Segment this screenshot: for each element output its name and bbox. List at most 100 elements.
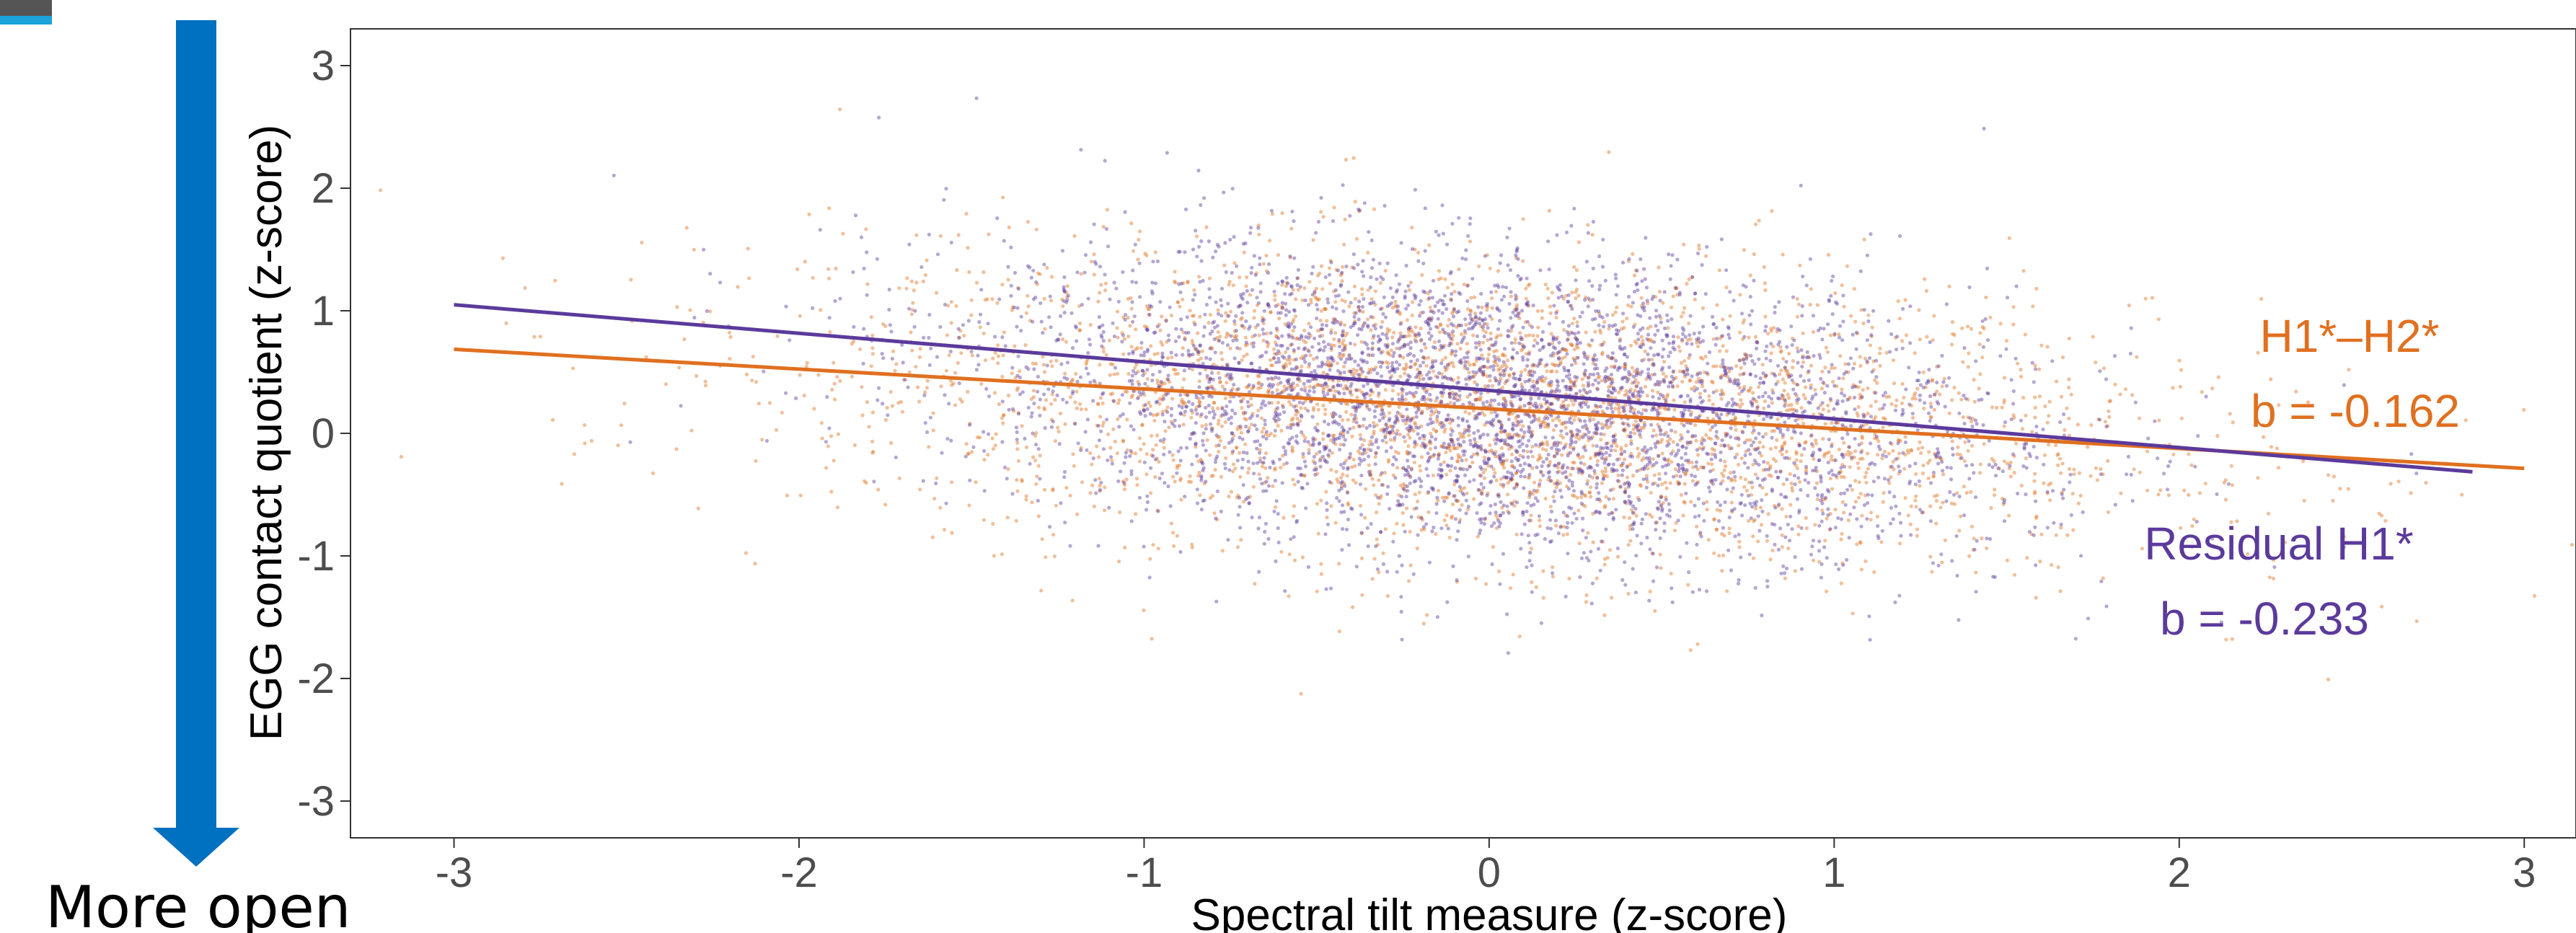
h1h2-point <box>1370 477 1375 481</box>
h1h2-point <box>1444 472 1449 477</box>
h1h2-point <box>1960 326 1964 330</box>
h1h2-point <box>1383 527 1388 531</box>
h1h2-point <box>1196 397 1201 401</box>
residual-h1-point <box>1423 290 1427 294</box>
h1h2-point <box>871 449 875 454</box>
h1h2-point <box>1721 474 1726 479</box>
residual-h1-point <box>1972 547 1977 552</box>
h1h2-point <box>1615 305 1619 309</box>
h1h2-point <box>1487 353 1491 357</box>
h1h2-point <box>1390 306 1395 310</box>
h1h2-point <box>1282 516 1286 520</box>
h1h2-point <box>1639 335 1644 339</box>
residual-h1-point <box>1442 293 1447 298</box>
h1h2-point <box>1245 342 1249 347</box>
h1h2-point <box>1374 493 1378 498</box>
h1h2-point <box>2377 511 2381 516</box>
residual-h1-point <box>1009 245 1013 249</box>
residual-h1-point <box>929 346 933 350</box>
h1h2-point <box>953 371 958 375</box>
h1h2-point <box>1679 361 1683 366</box>
residual-h1-point <box>1819 376 1823 381</box>
h1h2-point <box>2107 399 2112 404</box>
h1h2-point <box>1980 324 1985 330</box>
h1h2-point <box>2383 518 2388 523</box>
h1h2-point <box>2261 423 2266 428</box>
h1h2-point <box>1768 447 1773 451</box>
residual-h1-point <box>1569 363 1574 367</box>
residual-h1-point <box>1883 391 1887 395</box>
residual-h1-point <box>1372 415 1377 419</box>
h1h2-point <box>1330 412 1334 416</box>
h1h2-point <box>1420 273 1424 278</box>
residual-h1-point <box>1283 449 1287 454</box>
h1h2-point <box>1219 350 1224 355</box>
residual-h1-point <box>1881 453 1885 457</box>
h1h2-point <box>1527 333 1532 337</box>
h1h2-point <box>1795 314 1799 319</box>
h1h2-point <box>1665 394 1669 399</box>
h1h2-point <box>1610 596 1614 600</box>
h1h2-point <box>1930 570 1934 574</box>
residual-h1-point <box>1975 422 1979 426</box>
residual-h1-point <box>1251 341 1256 345</box>
residual-h1-point <box>1935 380 1939 385</box>
h1h2-point <box>885 406 889 410</box>
h1h2-point <box>2269 445 2274 449</box>
h1h2-point <box>1804 385 1808 389</box>
h1h2-point <box>1613 310 1618 314</box>
h1h2-point <box>1491 467 1496 472</box>
h1h2-point <box>1494 513 1499 518</box>
h1h2-point <box>1572 347 1576 352</box>
h1h2-point <box>795 267 800 271</box>
h1h2-point <box>1718 508 1723 513</box>
h1h2-point <box>1309 301 1313 305</box>
residual-h1-point <box>1635 384 1639 389</box>
h1h2-point <box>1235 388 1239 392</box>
h1h2-point <box>1554 523 1558 528</box>
h1h2-point <box>1444 513 1449 518</box>
h1h2-point <box>1126 297 1130 301</box>
h1h2-point <box>1000 552 1004 557</box>
h1h2-point <box>1324 490 1328 494</box>
residual-h1-point <box>1556 296 1561 300</box>
more-open-arrow <box>153 20 239 867</box>
h1h2-point <box>1801 360 1805 364</box>
h1h2-point <box>1301 339 1306 343</box>
residual-h1-point <box>1289 367 1294 371</box>
residual-h1-point <box>1514 423 1519 428</box>
residual-h1-point <box>1928 340 1932 345</box>
h1h2-point <box>1616 473 1620 478</box>
h1h2-point <box>1822 381 1826 386</box>
h1h2-point <box>1198 400 1202 405</box>
residual-h1-point <box>1169 407 1174 411</box>
h1h2-point <box>967 270 971 274</box>
h1h2-point <box>2033 490 2037 494</box>
h1h2-point <box>1722 459 1727 464</box>
residual-h1-point <box>1145 407 1150 412</box>
h1h2-point <box>1235 334 1239 338</box>
h1h2-point <box>1251 485 1256 489</box>
residual-h1-point <box>1379 530 1383 534</box>
h1h2-point <box>2037 367 2042 371</box>
residual-h1-point <box>1381 416 1385 420</box>
residual-h1-point <box>1957 618 1961 622</box>
h1h2-point <box>1222 263 1227 267</box>
h1h2-point <box>1871 417 1876 422</box>
h1h2-point <box>1280 211 1284 216</box>
h1h2-point <box>1220 405 1225 410</box>
h1h2-point <box>1428 305 1432 309</box>
h1h2-point <box>1621 409 1626 414</box>
residual-h1-point <box>1325 501 1329 505</box>
h1h2-point <box>1077 328 1082 332</box>
h1h2-point <box>2005 558 2009 562</box>
residual-h1-point <box>1760 509 1765 514</box>
h1h2-point <box>1972 378 1976 382</box>
h1h2-point <box>1456 456 1460 460</box>
h1h2-point <box>1619 446 1623 450</box>
residual-h1-point <box>1406 378 1410 382</box>
residual-h1-point <box>1468 216 1473 221</box>
h1h2-point <box>909 279 914 283</box>
residual-h1-point <box>1093 478 1098 482</box>
h1h2-point <box>1602 562 1607 567</box>
